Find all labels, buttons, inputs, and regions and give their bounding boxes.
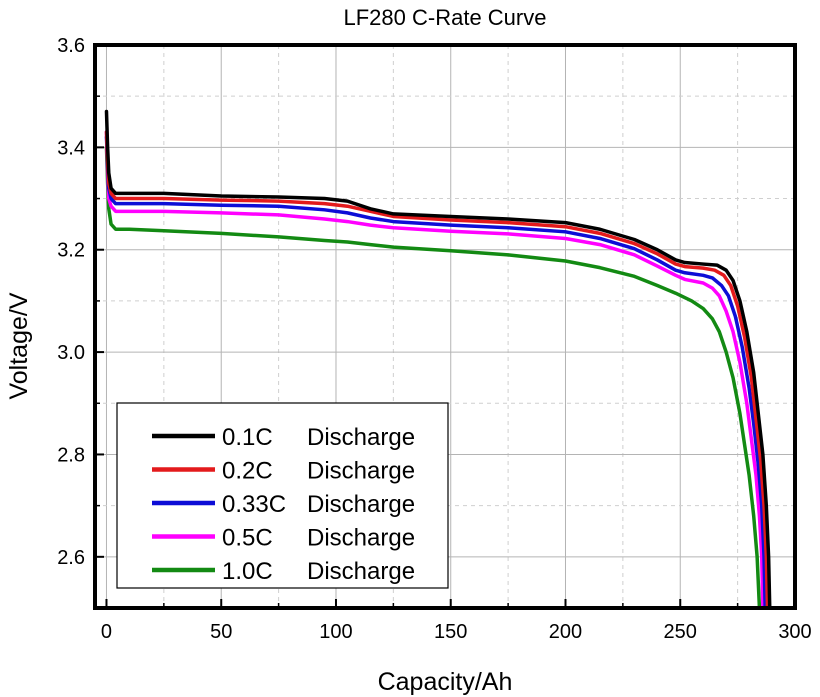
x-axis-label: Capacity/Ah xyxy=(378,668,513,696)
x-axis: 0 50 100 150 200 250 300 xyxy=(101,599,812,643)
legend: 0.1C Discharge 0.2C Discharge 0.33C Discharge… xyxy=(116,402,449,589)
legend-rate-label: 1.0C xyxy=(222,558,273,585)
chart-title: LF280 C-Rate Curve xyxy=(344,5,547,30)
y-tick-label: 3.0 xyxy=(57,342,85,364)
x-tick-label: 50 xyxy=(210,621,232,643)
series-line-1-0C xyxy=(104,145,762,608)
legend-rate-label: 0.5C xyxy=(222,525,273,552)
x-tick-label: 300 xyxy=(778,621,811,643)
y-axis-label: Voltage/V xyxy=(5,292,33,399)
legend-rate-label: 0.1C xyxy=(222,424,273,451)
legend-rate-label: 0.2C xyxy=(222,458,273,485)
y-axis: 2.6 2.8 3.0 3.2 3.4 3.6 xyxy=(57,35,104,609)
y-tick-label: 2.6 xyxy=(57,547,85,569)
x-tick-label: 100 xyxy=(319,621,352,643)
x-tick-label: 150 xyxy=(434,621,467,643)
x-tick-label: 250 xyxy=(664,621,697,643)
y-tick-label: 3.6 xyxy=(57,35,85,57)
legend-type-label: Discharge xyxy=(307,491,415,518)
legend-type-label: Discharge xyxy=(307,558,415,585)
y-tick-label: 2.8 xyxy=(57,444,85,466)
x-tick-label: 200 xyxy=(549,621,582,643)
grid xyxy=(95,45,795,608)
y-tick-label: 3.4 xyxy=(57,137,85,159)
legend-type-label: Discharge xyxy=(307,424,415,451)
series-group xyxy=(104,109,772,608)
legend-type-label: Discharge xyxy=(307,458,415,485)
series-line-0-2C xyxy=(104,130,770,608)
y-tick-label: 3.2 xyxy=(57,240,85,262)
plot-frame xyxy=(93,43,797,610)
series-line-0-1C xyxy=(104,109,772,608)
x-tick-label: 0 xyxy=(101,621,112,643)
series-line-0-5C xyxy=(104,130,765,608)
legend-type-label: Discharge xyxy=(307,525,415,552)
legend-rate-label: 0.33C xyxy=(222,491,286,518)
series-line-0-33C xyxy=(104,135,767,608)
